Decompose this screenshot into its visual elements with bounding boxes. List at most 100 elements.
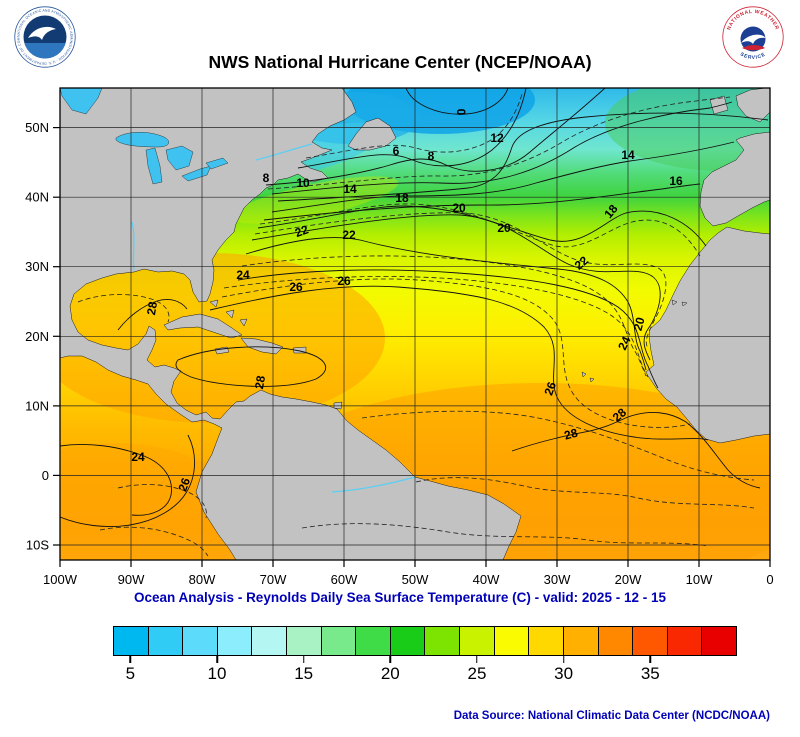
france-iberia <box>699 131 770 227</box>
contour-label: 26 <box>541 380 559 398</box>
lon-label: 100W <box>43 572 78 587</box>
africa <box>645 226 770 444</box>
st-lawrence-river <box>255 143 313 161</box>
colorbar-cell <box>597 627 633 655</box>
lon-label: 80W <box>189 572 216 587</box>
lon-label: 90W <box>118 572 145 587</box>
hudson-bay <box>60 88 103 115</box>
contour-label: 26 <box>175 476 193 494</box>
lon-label: 30W <box>544 572 571 587</box>
noaa-logo: NATIONAL OCEANIC AND ATMOSPHERIC ADMINIS… <box>12 3 76 68</box>
colorbar-cell <box>701 627 736 655</box>
contour-label: 20 <box>452 201 466 215</box>
lake-superior <box>115 132 169 148</box>
colorbar-cell <box>147 627 183 655</box>
nws-wave-icon <box>742 45 765 51</box>
lake-huron <box>165 145 194 171</box>
colorbar-cell <box>182 627 217 655</box>
colorbar: 5 10 15 20 25 30 35 <box>113 626 737 692</box>
colorbar-cell <box>528 627 563 655</box>
colorbar-cell <box>493 627 529 655</box>
contour-label: 26 <box>337 274 351 288</box>
lon-label: 0 <box>766 572 773 587</box>
colorbar-cell <box>355 627 390 655</box>
colorbar-tick-label: 30 <box>554 664 574 683</box>
lake-ontario <box>205 157 229 170</box>
trinidad <box>333 401 343 410</box>
canary-islands <box>671 299 688 307</box>
lon-label: 60W <box>331 572 358 587</box>
contour-label: 24 <box>131 450 145 464</box>
lon-label: 10W <box>686 572 713 587</box>
colorbar-ticks: 5 10 15 20 25 30 35 <box>113 656 737 692</box>
map-subtitle: Ocean Analysis - Reynolds Daily Sea Surf… <box>134 590 666 605</box>
lat-label: 40N <box>25 190 49 205</box>
contour-label: 26 <box>289 280 303 294</box>
contour-label: 28 <box>252 374 268 390</box>
contour-label: 8 <box>263 171 270 185</box>
data-source: Data Source: National Climatic Data Cent… <box>453 710 770 722</box>
amazon-river <box>331 476 416 493</box>
colorbar-tick <box>302 656 305 663</box>
contour-label: 24 <box>236 268 250 282</box>
colorbar-cell <box>562 627 598 655</box>
colorbar-tick-label: 10 <box>207 664 227 683</box>
colorbar-cell <box>424 627 460 655</box>
lat-label: 10S <box>26 538 49 553</box>
colorbar-tick-label: 35 <box>640 664 660 683</box>
united-kingdom <box>735 88 770 123</box>
contour-label: 16 <box>669 174 683 188</box>
contour-label: 20 <box>631 315 648 332</box>
colorbar-cell <box>320 627 356 655</box>
colorbar-tick <box>216 656 218 663</box>
contour-label: 18 <box>395 191 409 205</box>
cape-verde-islands <box>581 371 595 383</box>
contour-label: 22 <box>342 228 356 242</box>
lat-label: 0 <box>42 468 49 483</box>
lat-label: 50N <box>25 120 49 135</box>
colorbar-tick <box>476 656 478 663</box>
contour-label: 12 <box>490 131 504 145</box>
colorbar-scale <box>113 626 737 656</box>
noaa-logo-icon: NATIONAL OCEANIC AND ATMOSPHERIC ADMINIS… <box>12 3 76 68</box>
contour-label: 14 <box>621 148 635 162</box>
americas-landmass <box>60 88 522 560</box>
nws-bird-icon <box>741 34 766 44</box>
colorbar-cell <box>666 627 702 655</box>
lon-label: 40W <box>473 572 500 587</box>
page-title: NWS National Hurricane Center (NCEP/NOAA… <box>208 52 592 72</box>
lat-label: 30N <box>25 259 49 274</box>
colorbar-tick <box>389 656 392 663</box>
lon-label: 70W <box>260 572 287 587</box>
colorbar-cell <box>251 627 287 655</box>
bahamas <box>209 299 248 327</box>
lake-erie <box>181 165 212 182</box>
lon-label: 20W <box>615 572 642 587</box>
nws-ring-bottom-text: SERVICE <box>739 51 766 61</box>
contour-label: 0 <box>454 109 468 116</box>
colorbar-cell <box>632 627 667 655</box>
newfoundland <box>347 117 397 151</box>
lat-label: 20N <box>25 329 49 344</box>
contour-label: 28 <box>144 300 160 316</box>
contour-label: 10 <box>296 176 310 190</box>
contour-label: 8 <box>428 149 435 163</box>
axis-labels-layer: 50N 40N 30N 20N 10N 0 10S 100W 90W 80W 70W 60W 50W 40… <box>25 120 773 587</box>
colorbar-cell <box>114 627 148 655</box>
svg-text:SERVICE: SERVICE <box>739 51 767 61</box>
noaa-seagull-icon <box>28 26 56 40</box>
contour-label: 14 <box>343 182 357 196</box>
contour-label: 28 <box>563 426 580 443</box>
contour-label: 24 <box>615 334 633 352</box>
colorbar-tick <box>562 656 565 663</box>
contour-label: 20 <box>497 221 511 235</box>
contour-label: 22 <box>293 222 311 240</box>
grid-layer <box>59 88 771 560</box>
contour-label: 6 <box>393 144 400 158</box>
colorbar-cell <box>286 627 321 655</box>
ireland <box>709 95 729 115</box>
nws-logo-icon: NATIONAL WEATHER SERVICE <box>722 6 784 68</box>
